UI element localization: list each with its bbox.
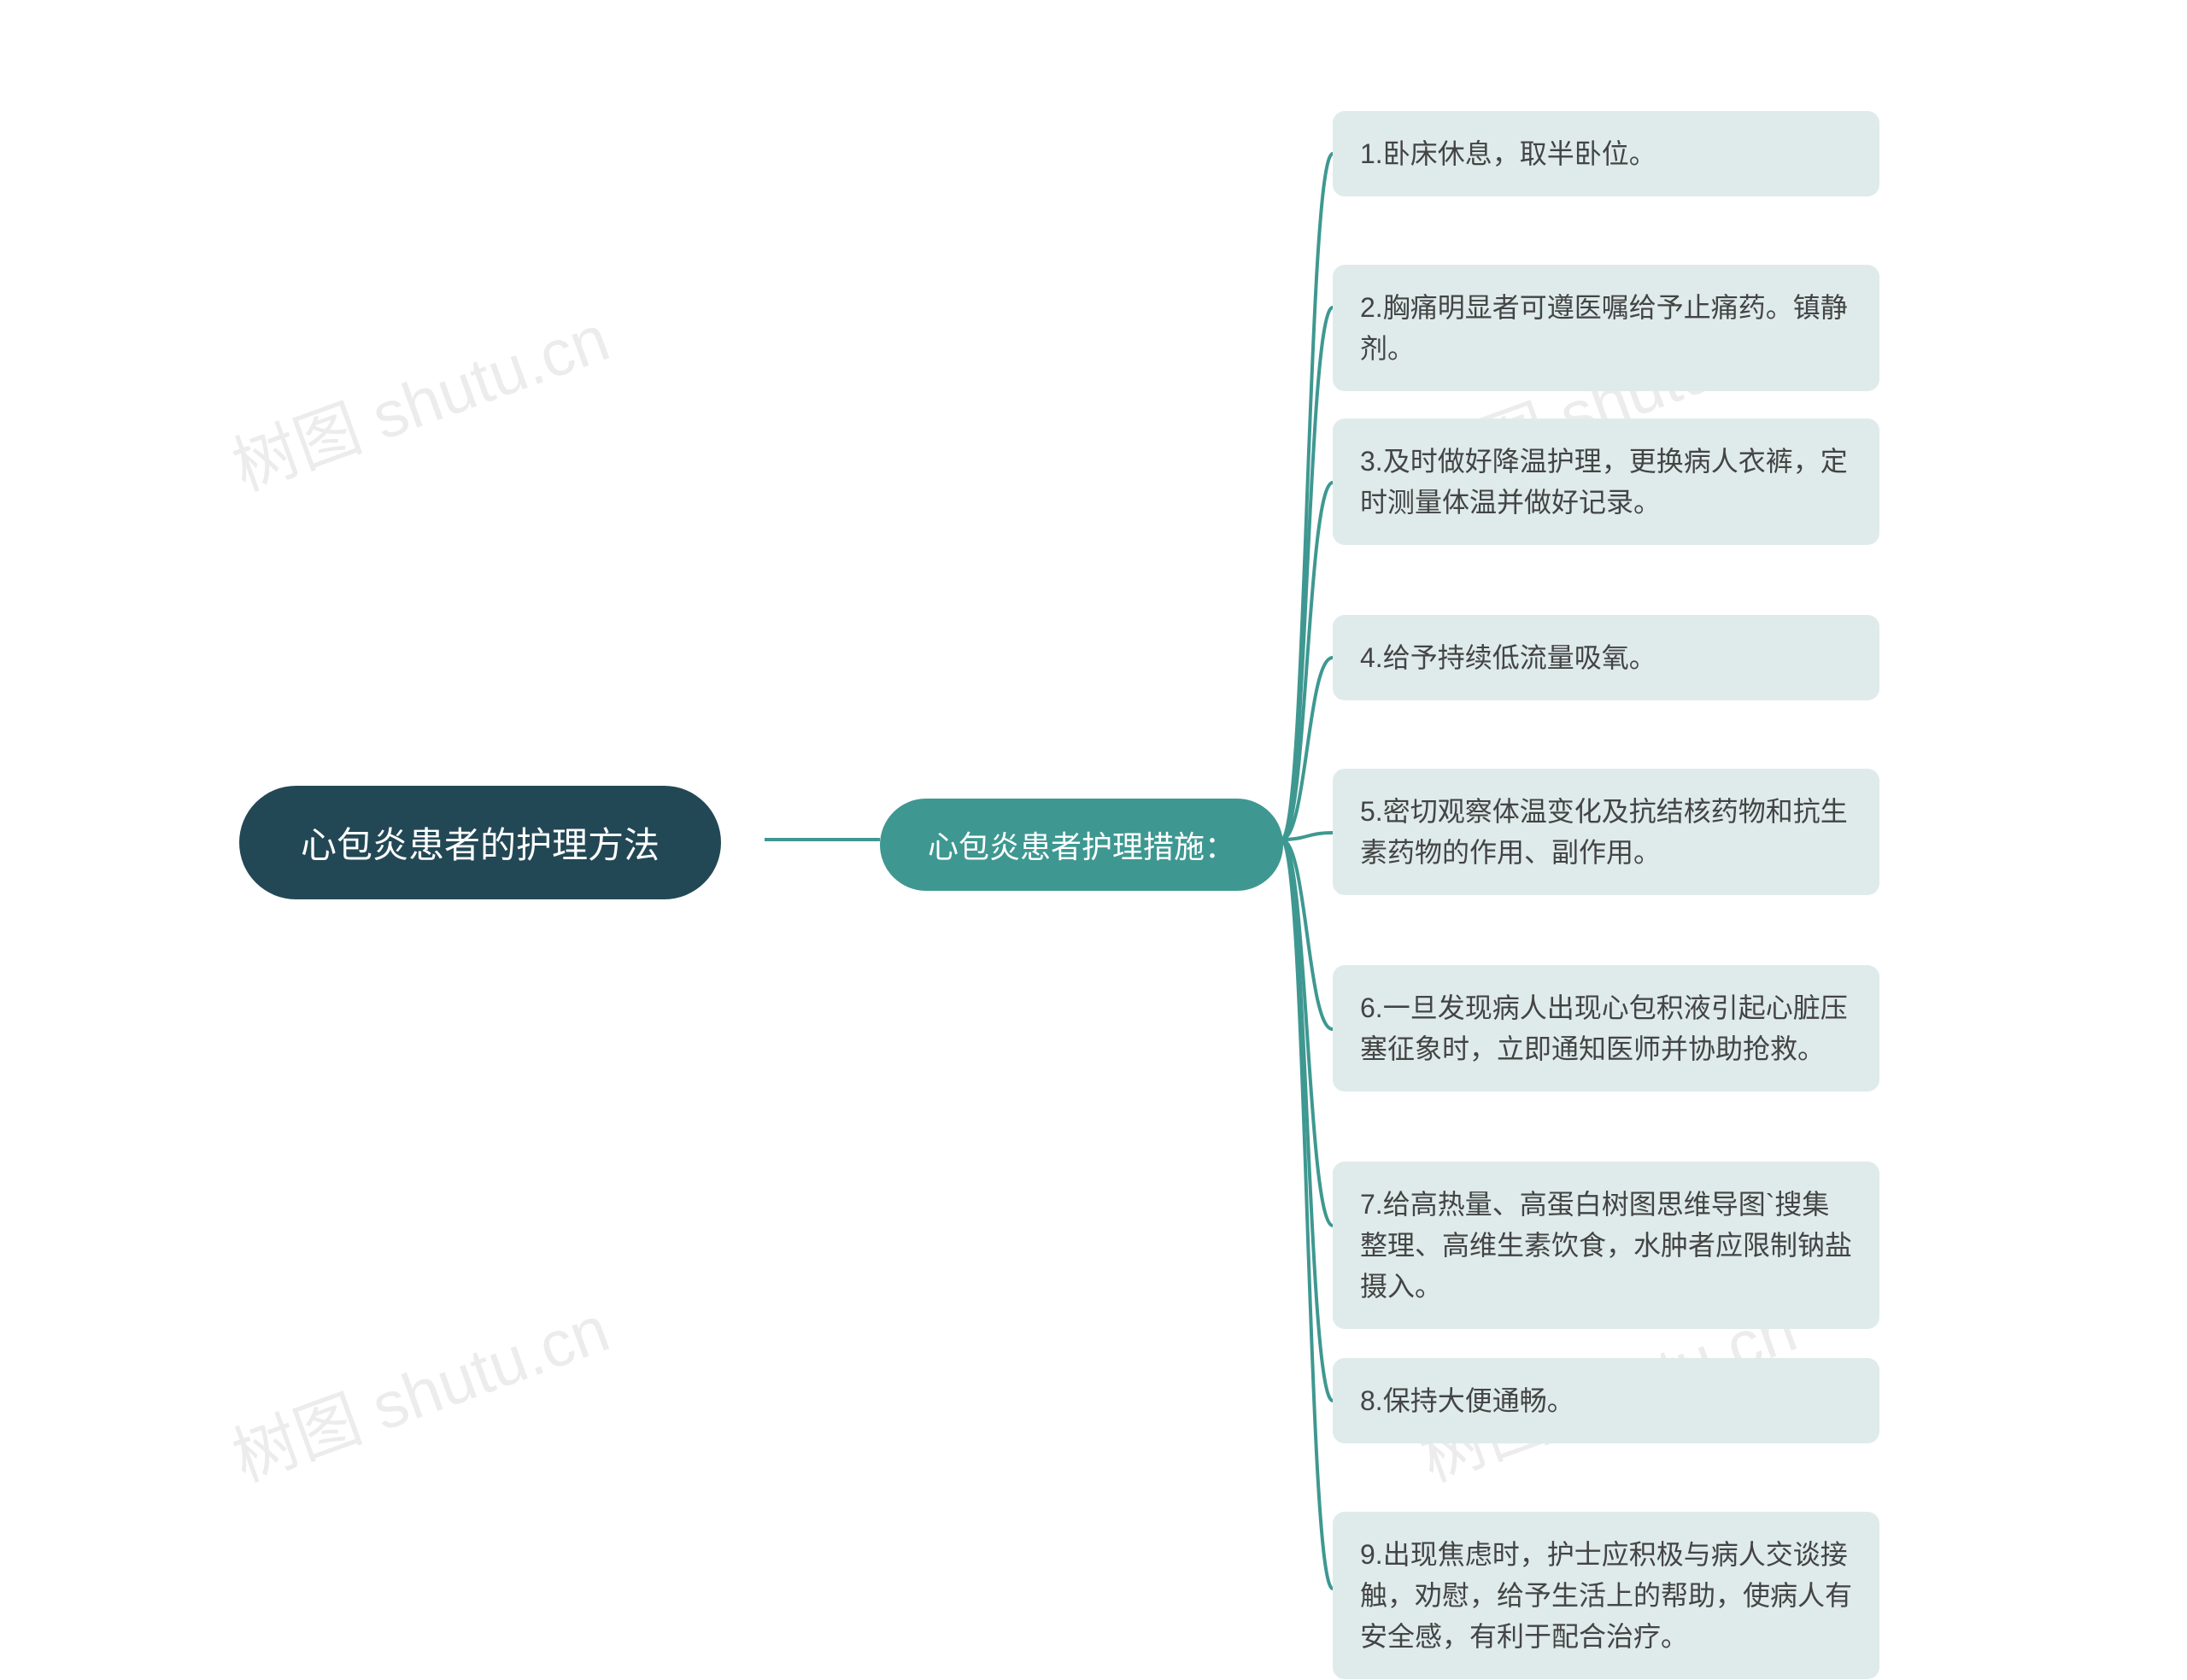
leaf-node-3[interactable]: 3.及时做好降温护理，更换病人衣裤，定时测量体温并做好记录。	[1333, 419, 1879, 545]
leaf-node-5[interactable]: 5.密切观察体温变化及抗结核药物和抗生素药物的作用、副作用。	[1333, 769, 1879, 895]
subtopic-node[interactable]: 心包炎患者护理措施：	[880, 799, 1283, 891]
leaf-node-1[interactable]: 1.卧床休息，取半卧位。	[1333, 111, 1879, 196]
connector-sub-leaf-3	[1281, 483, 1333, 840]
watermark: 树图 shutu.cn	[218, 286, 619, 509]
leaf-node-8[interactable]: 8.保持大便通畅。	[1333, 1358, 1879, 1443]
leaf-node-7[interactable]: 7.给高热量、高蛋白树图思维导图`搜集整理、高维生素饮食，水肿者应限制钠盐摄入。	[1333, 1162, 1879, 1329]
leaf-node-6[interactable]: 6.一旦发现病人出现心包积液引起心脏压塞征象时，立即通知医师并协助抢救。	[1333, 965, 1879, 1092]
connector-sub-leaf-2	[1281, 307, 1333, 840]
leaf-node-2[interactable]: 2.胸痛明显者可遵医嘱给予止痛药。镇静剂。	[1333, 265, 1879, 391]
connector-sub-leaf-8	[1281, 840, 1333, 1401]
connector-sub-leaf-6	[1281, 840, 1333, 1029]
connector-sub-leaf-1	[1281, 154, 1333, 840]
watermark: 树图 shutu.cn	[218, 1277, 619, 1500]
leaf-node-9[interactable]: 9.出现焦虑时，护士应积极与病人交谈接触，劝慰，给予生活上的帮助，使病人有安全感…	[1333, 1512, 1879, 1679]
mindmap-canvas: 树图 shutu.cn 树图 shutu.cn 树图 shutu.cn 树图 s…	[0, 0, 2187, 1680]
connector-sub-leaf-7	[1281, 840, 1333, 1226]
leaf-node-4[interactable]: 4.给予持续低流量吸氧。	[1333, 615, 1879, 700]
connector-sub-leaf-9	[1281, 840, 1333, 1589]
connector-sub-leaf-4	[1281, 658, 1333, 840]
root-node[interactable]: 心包炎患者的护理方法	[239, 786, 721, 899]
connector-sub-leaf-5	[1281, 833, 1333, 840]
